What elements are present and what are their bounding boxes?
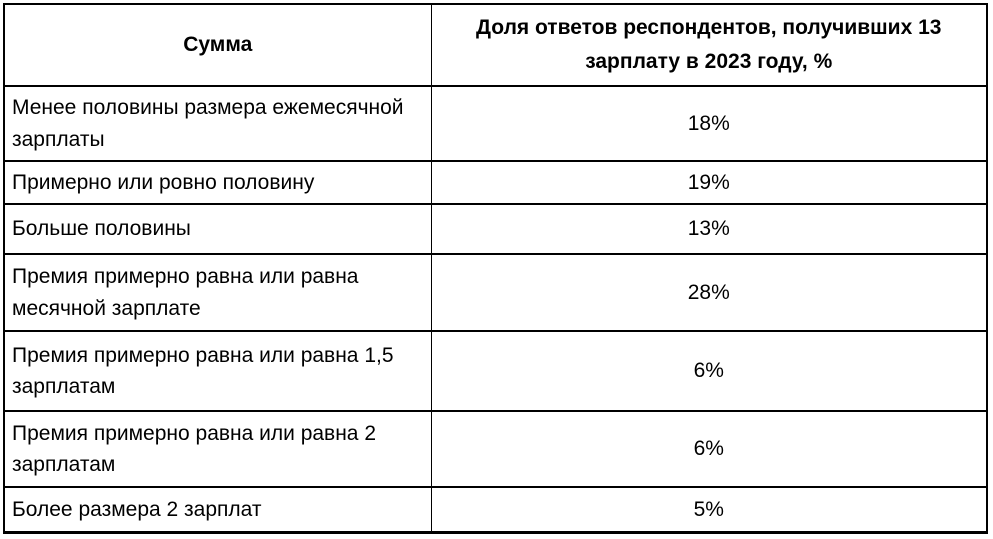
header-sum: Сумма	[4, 3, 431, 87]
table-row: Примерно или ровно половину 19%	[4, 160, 987, 205]
table-row: Премия примерно равна или равна 2 зарпла…	[4, 410, 987, 488]
row-label: Примерно или ровно половину	[4, 160, 431, 205]
row-value: 6%	[430, 330, 987, 412]
survey-results-table: Сумма Доля ответов респондентов, получив…	[3, 3, 988, 534]
table-row: Премия примерно равна или равна 1,5 зарп…	[4, 330, 987, 412]
row-value: 28%	[430, 253, 987, 332]
row-label: Больше половины	[4, 203, 431, 255]
header-row: Сумма Доля ответов респондентов, получив…	[4, 3, 987, 87]
row-label: Более размера 2 зарплат	[4, 486, 431, 533]
row-value: 13%	[430, 203, 987, 255]
row-value: 6%	[430, 410, 987, 488]
row-value: 18%	[430, 85, 987, 162]
table-row: Больше половины 13%	[4, 203, 987, 255]
header-share: Доля ответов респондентов, получивших 13…	[430, 3, 987, 87]
table-row: Более размера 2 зарплат 5%	[4, 486, 987, 533]
row-value: 19%	[430, 160, 987, 205]
table-row: Премия примерно равна или равна месячной…	[4, 253, 987, 332]
table-header: Сумма Доля ответов респондентов, получив…	[4, 3, 987, 87]
row-label: Премия примерно равна или равна 2 зарпла…	[4, 410, 431, 488]
table-body: Менее половины размера ежемесячной зарпл…	[4, 85, 987, 533]
row-value: 5%	[430, 486, 987, 533]
table-row: Менее половины размера ежемесячной зарпл…	[4, 85, 987, 162]
row-label: Премия примерно равна или равна месячной…	[4, 253, 431, 332]
row-label: Премия примерно равна или равна 1,5 зарп…	[4, 330, 431, 412]
row-label: Менее половины размера ежемесячной зарпл…	[4, 85, 431, 162]
